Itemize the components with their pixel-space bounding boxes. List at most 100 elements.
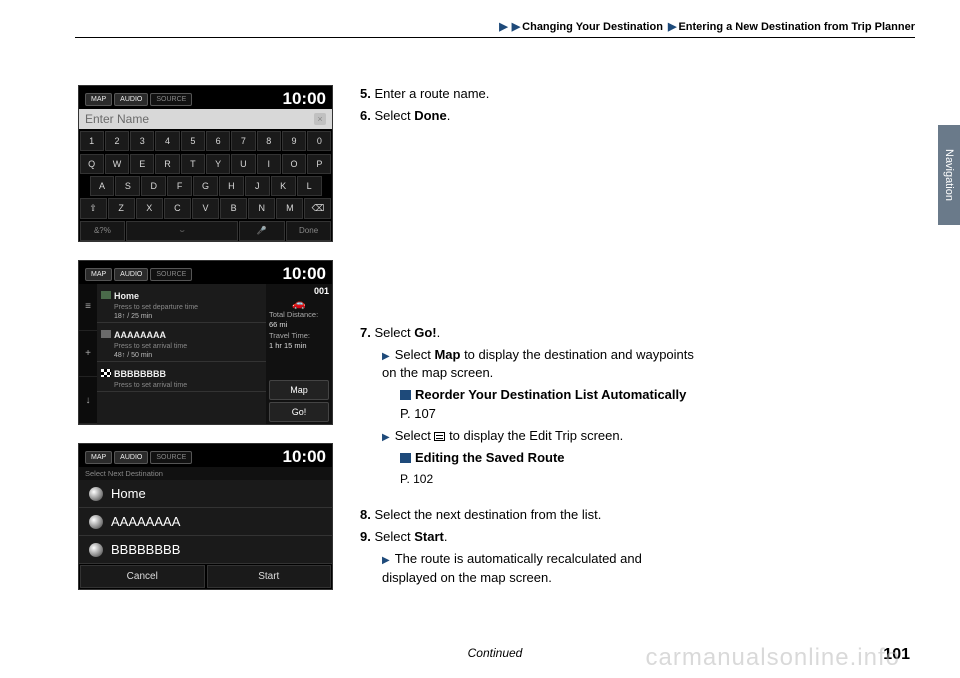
step-bold: Go!: [414, 325, 436, 340]
destination-item: Home Press to set departure time 18↑ / 2…: [97, 284, 266, 323]
dest-option: AAAAAAAA: [79, 508, 332, 536]
tab-source: SOURCE: [150, 268, 192, 281]
menu-inline-icon: [434, 432, 445, 441]
dest-sub: Press to set arrival time: [114, 382, 262, 389]
screenshots-column: MAP AUDIO SOURCE 10:00 Enter Name × 1234…: [78, 85, 338, 608]
ref-bold: Reorder Your Destination List Automatica…: [415, 387, 686, 402]
step-num: 5.: [360, 86, 371, 101]
key: N: [248, 198, 275, 219]
key: 5: [181, 131, 205, 151]
key: 6: [206, 131, 230, 151]
stat-label: Total Distance:: [269, 311, 329, 319]
step-text: Select: [374, 108, 414, 123]
key: J: [245, 176, 270, 196]
key-symbols: &?%: [80, 221, 126, 241]
destination-item: BBBBBBBB Press to set arrival time: [97, 362, 266, 392]
key: Z: [108, 198, 135, 219]
radio-icon: [89, 543, 103, 557]
key: X: [136, 198, 163, 219]
key: 0: [307, 131, 331, 151]
left-icon-col: ≡ + ↓: [79, 284, 97, 424]
dest-title: Home: [114, 291, 139, 301]
key-done: Done: [286, 221, 332, 241]
add-icon: +: [79, 331, 97, 378]
key-bottom-row: &?% ⌣ 🎤 Done: [79, 220, 332, 241]
key: 9: [282, 131, 306, 151]
map-button: Map: [269, 380, 329, 400]
stat-value: 1 hr 15 min: [269, 342, 329, 350]
key: F: [167, 176, 192, 196]
key: 8: [257, 131, 281, 151]
ref-page: P. 107: [400, 406, 436, 421]
side-tab-navigation: Navigation: [938, 125, 960, 225]
step-num: 6.: [360, 108, 371, 123]
dest-meta: 48↑ / 50 min: [114, 352, 262, 359]
key-row-3: ASDFGHJKL: [79, 175, 332, 196]
flag-icon: [101, 330, 111, 338]
stat-label: Travel Time:: [269, 332, 329, 340]
stat-value: 66 mi: [269, 321, 329, 329]
step-text: Select: [374, 325, 414, 340]
go-button: Go!: [269, 402, 329, 422]
tab-source: SOURCE: [150, 93, 192, 106]
key: 2: [105, 131, 129, 151]
radio-icon: [89, 487, 103, 501]
key: E: [130, 154, 154, 174]
dest-option: BBBBBBBB: [79, 536, 332, 564]
key: C: [164, 198, 191, 219]
destination-item: AAAAAAAA Press to set arrival time 48↑ /…: [97, 323, 266, 362]
key: G: [193, 176, 218, 196]
key: P: [307, 154, 331, 174]
key: T: [181, 154, 205, 174]
dest-label: Home: [111, 486, 146, 501]
radio-icon: [89, 515, 103, 529]
key: I: [257, 154, 281, 174]
select-title: Select Next Destination: [79, 467, 332, 480]
dest-title: BBBBBBBB: [114, 369, 166, 379]
tab-map: MAP: [85, 93, 112, 106]
key-row-1: 1234567890: [79, 129, 332, 152]
key-mic: 🎤: [239, 221, 285, 241]
book-icon: [400, 450, 415, 465]
key-row-4: ⇧ZXCVBNM⌫: [79, 196, 332, 220]
key: L: [297, 176, 322, 196]
dest-sub: Press to set departure time: [114, 304, 262, 311]
clock: 10:00: [283, 264, 326, 284]
ref-bold: Editing the Saved Route: [415, 450, 565, 465]
sub-bullet: Select Map to display the destination an…: [382, 346, 700, 384]
checkered-flag-icon: [101, 369, 111, 377]
key: W: [105, 154, 129, 174]
crumb2: Entering a New Destination from Trip Pla…: [678, 21, 915, 33]
sub-text: The route is automatically recalculated …: [382, 551, 642, 585]
breadcrumb-header: ▶▶Changing Your Destination ▶Entering a …: [75, 20, 915, 38]
sub-bold: Map: [434, 347, 460, 362]
step-text: .: [444, 529, 448, 544]
step-num: 8.: [360, 507, 371, 522]
sub-text: to display the Edit Trip screen.: [445, 428, 623, 443]
tab-map: MAP: [85, 268, 112, 281]
crumb1: Changing Your Destination: [522, 21, 663, 33]
key: 4: [155, 131, 179, 151]
clock: 10:00: [283, 447, 326, 467]
enter-name-field: Enter Name ×: [79, 109, 332, 129]
dest-label: BBBBBBBB: [111, 542, 180, 557]
step-num: 7.: [360, 325, 371, 340]
clock: 10:00: [283, 89, 326, 109]
step-text: Select: [374, 529, 414, 544]
flag-icon: [101, 291, 111, 299]
step-text: Enter a route name.: [374, 86, 489, 101]
dest-meta: 18↑ / 25 min: [114, 313, 262, 320]
key: D: [141, 176, 166, 196]
down-arrow-icon: ↓: [79, 377, 97, 424]
enter-name-label: Enter Name: [85, 112, 149, 126]
step-num: 9.: [360, 529, 371, 544]
tab-audio: AUDIO: [114, 93, 148, 106]
key: Q: [80, 154, 104, 174]
tab-source: SOURCE: [150, 451, 192, 464]
instruction-text: 5. Enter a route name. 6. Select Done. 7…: [360, 85, 700, 590]
key-shift: ⇧: [80, 198, 107, 219]
key-row-2: QWERTYUIOP: [79, 152, 332, 175]
key: 1: [80, 131, 104, 151]
cross-ref: Reorder Your Destination List Automatica…: [400, 386, 700, 424]
key: O: [282, 154, 306, 174]
